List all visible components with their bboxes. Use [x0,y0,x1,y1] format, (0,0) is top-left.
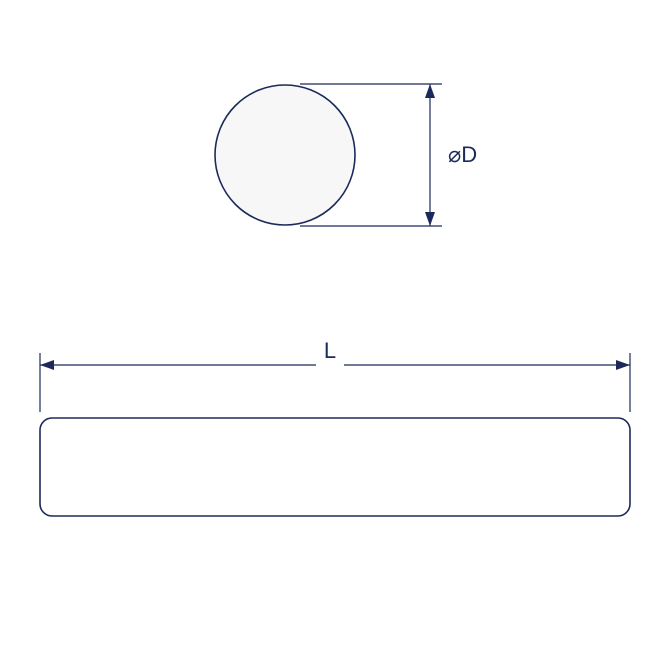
diameter-label: ⌀D [448,142,477,167]
length-label: L [324,338,336,363]
length-arrow-right [616,360,630,370]
engineering-drawing: ⌀D L [0,0,670,670]
diameter-arrow-bottom [425,212,435,226]
rod-end-view-circle [215,85,355,225]
rod-side-view-bar [40,418,630,516]
length-arrow-left [40,360,54,370]
diameter-arrow-top [425,84,435,98]
